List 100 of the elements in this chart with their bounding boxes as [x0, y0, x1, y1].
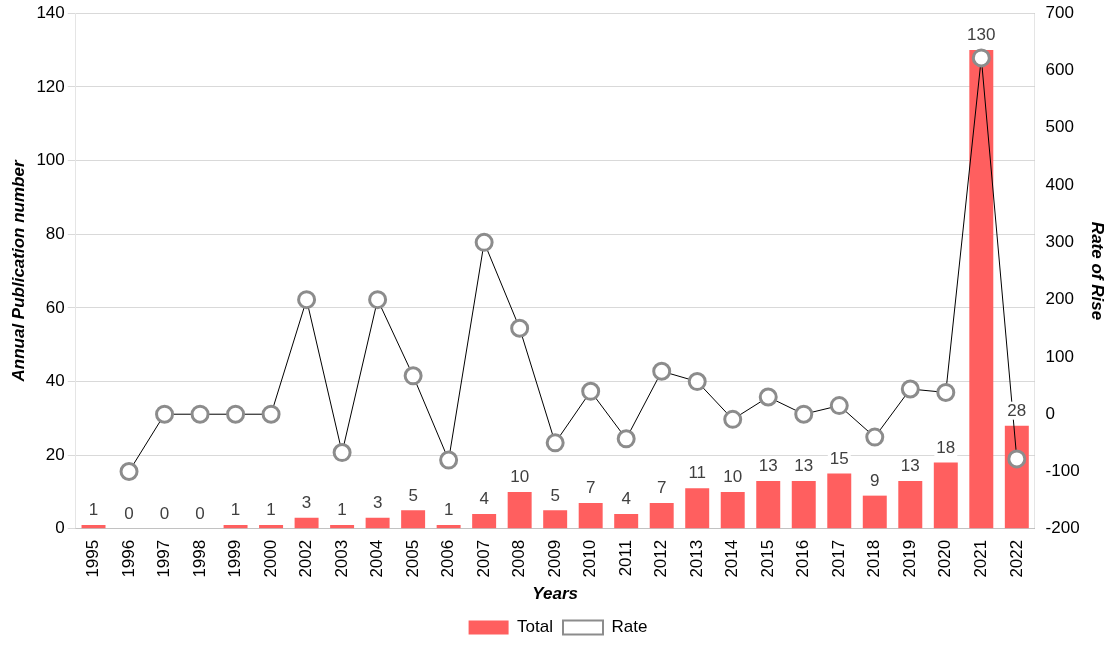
data-label: 9 — [870, 470, 880, 490]
y-tick-label: 140 — [36, 2, 65, 22]
y2-tick-label: 600 — [1045, 60, 1074, 80]
y-tick-label: 40 — [45, 371, 65, 391]
bar — [578, 503, 603, 529]
data-label: 18 — [936, 437, 956, 457]
y-tick-label: 120 — [36, 76, 65, 96]
data-label: 3 — [372, 492, 383, 512]
x-tick-label: 2015 — [757, 539, 777, 578]
x-tick-label: 2022 — [1006, 539, 1026, 578]
x-tick-label: 2019 — [899, 539, 919, 578]
y-tick-label: 80 — [45, 223, 65, 243]
x-tick-label: 2008 — [509, 539, 529, 578]
x-tick-label: 2007 — [473, 539, 493, 578]
y2-tick-label: 500 — [1045, 117, 1074, 137]
y2-tick-label: 200 — [1045, 289, 1074, 309]
x-axis-title: Years — [532, 584, 579, 604]
x-tick-label: 2005 — [402, 539, 422, 578]
data-label: 0 — [195, 503, 205, 523]
x-tick-label: 2017 — [828, 539, 848, 578]
bar — [294, 517, 319, 529]
data-label: 10 — [510, 467, 530, 487]
legend-label: Rate — [611, 617, 648, 637]
data-label: 0 — [159, 503, 170, 523]
x-tick-label: 1999 — [225, 539, 245, 578]
x-tick-label: 2000 — [260, 539, 280, 578]
bar — [330, 525, 355, 529]
x-tick-label: 2014 — [722, 539, 742, 578]
x-tick-label: 1995 — [83, 539, 103, 578]
y-tick-label: 20 — [45, 444, 65, 464]
data-label: 1 — [266, 500, 276, 520]
x-tick-label: 2012 — [651, 539, 671, 578]
data-label: 130 — [967, 25, 996, 45]
data-label: 1 — [88, 500, 99, 520]
data-label: 1 — [443, 500, 454, 520]
data-label: 5 — [550, 485, 560, 505]
data-label: 28 — [1007, 400, 1027, 420]
data-label: 3 — [301, 492, 312, 512]
bar — [259, 525, 284, 529]
x-tick-label: 2010 — [580, 539, 600, 578]
x-tick-label: 2006 — [438, 539, 458, 578]
bar — [401, 510, 426, 529]
x-tick-label: 2018 — [864, 539, 884, 578]
bar — [543, 510, 568, 529]
data-label: 4 — [479, 489, 489, 509]
bar — [862, 495, 887, 529]
x-tick-label: 2021 — [971, 539, 990, 578]
data-label: 13 — [758, 456, 778, 476]
bar — [649, 503, 674, 529]
data-label: 0 — [124, 503, 134, 523]
bar — [507, 491, 532, 529]
x-tick-label: 2002 — [296, 539, 316, 578]
legend-label: Total — [517, 617, 554, 637]
y2-tick-label: -200 — [1045, 518, 1080, 538]
data-label: 1 — [337, 500, 347, 520]
bar — [81, 525, 106, 529]
bar — [827, 473, 852, 529]
y2-tick-label: 0 — [1045, 403, 1056, 423]
y2-tick-label: 300 — [1045, 232, 1074, 252]
y2-tick-label: -100 — [1045, 461, 1080, 481]
bar — [720, 491, 745, 529]
x-tick-label: 1997 — [154, 539, 174, 578]
x-tick-label: 1996 — [118, 539, 138, 578]
bar — [685, 488, 710, 529]
y2-axis-title: Rate of Rise — [1088, 221, 1108, 321]
data-label: 11 — [688, 463, 707, 483]
y2-tick-label: 700 — [1045, 2, 1074, 22]
x-tick-label: 2009 — [544, 539, 564, 578]
data-label: 1 — [230, 500, 241, 520]
data-label: 10 — [723, 467, 743, 487]
data-label: 13 — [900, 456, 920, 476]
x-tick-label: 1998 — [189, 539, 209, 578]
bar — [223, 525, 248, 529]
data-label: 15 — [829, 448, 849, 468]
bar — [614, 514, 639, 529]
x-tick-label: 2013 — [686, 539, 706, 578]
bar — [791, 480, 816, 529]
y2-tick-label: 400 — [1045, 174, 1074, 194]
data-label: 5 — [408, 485, 418, 505]
data-label: 4 — [621, 489, 631, 509]
bar — [969, 50, 994, 529]
data-label: 7 — [585, 478, 596, 498]
bar — [436, 525, 461, 529]
bar — [365, 517, 390, 529]
bar — [756, 480, 781, 529]
x-tick-label: 2003 — [331, 539, 351, 578]
bar — [472, 514, 497, 529]
x-tick-label: 2011 — [615, 539, 635, 577]
y-tick-label: 60 — [45, 297, 65, 317]
y-axis-title: Annual Publication number — [8, 159, 28, 383]
x-tick-label: 2004 — [367, 539, 387, 578]
x-tick-label: 2016 — [793, 539, 813, 578]
y2-tick-label: 100 — [1045, 346, 1074, 366]
x-tick-label: 2020 — [935, 539, 955, 578]
bar — [898, 480, 923, 529]
y-tick-label: 0 — [55, 518, 65, 538]
bar — [933, 462, 958, 529]
data-label: 7 — [656, 478, 667, 498]
data-label: 13 — [794, 456, 814, 476]
y-tick-label: 100 — [36, 150, 65, 170]
